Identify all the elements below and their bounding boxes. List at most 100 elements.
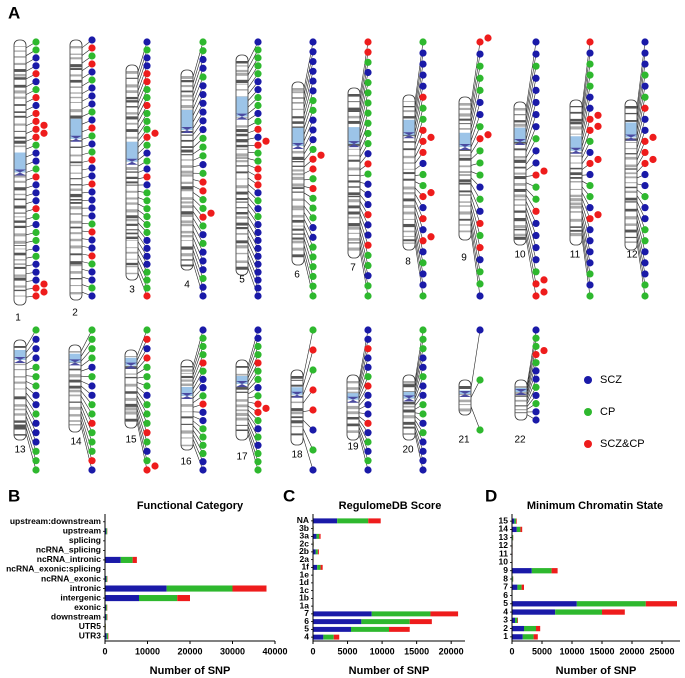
band: [70, 220, 82, 224]
snp-dot: [364, 326, 372, 334]
connector: [525, 200, 537, 224]
band: [570, 226, 582, 228]
category-label: ncRNA_intronic: [37, 554, 102, 564]
band: [236, 171, 248, 174]
snp-dot: [88, 335, 96, 343]
snp-dot: [641, 159, 649, 168]
snp-dot: [309, 57, 317, 66]
bar-segment: [313, 549, 316, 555]
band: [570, 206, 582, 209]
snp-dot: [199, 125, 207, 134]
band: [236, 429, 248, 432]
snp-dot: [532, 50, 540, 58]
snp-dot: [427, 189, 435, 197]
band: [181, 84, 193, 88]
band: [625, 190, 637, 194]
snp-dot: [364, 99, 372, 107]
snp-dot: [199, 134, 207, 142]
snp-dot: [32, 189, 40, 197]
band: [570, 181, 582, 183]
band: [625, 182, 637, 184]
heterochromatin: [348, 127, 360, 145]
band: [126, 236, 138, 240]
snp-dot: [254, 252, 262, 260]
snp-dot: [309, 214, 317, 222]
connector: [358, 434, 369, 471]
connector: [414, 75, 424, 121]
band: [181, 444, 193, 447]
snp-dot: [199, 117, 207, 125]
band: [570, 162, 582, 164]
band: [291, 408, 303, 411]
band: [181, 94, 193, 98]
connector: [525, 219, 537, 260]
band: [70, 226, 82, 229]
snp-dot: [32, 466, 40, 474]
band: [292, 150, 304, 154]
band: [236, 252, 248, 255]
snp-dot: [419, 181, 427, 190]
band: [14, 198, 26, 201]
snp-dot: [143, 382, 151, 390]
snp-dot: [254, 205, 262, 213]
snp-dot: [586, 237, 594, 245]
band: [514, 217, 526, 222]
band: [181, 159, 193, 161]
chromosome-label: 9: [461, 253, 467, 264]
band: [181, 80, 193, 83]
band: [70, 154, 82, 157]
band: [181, 375, 193, 379]
band: [348, 223, 360, 227]
band: [570, 211, 582, 213]
band: [14, 220, 26, 223]
snp-dot: [641, 115, 649, 123]
band: [347, 391, 359, 394]
band: [14, 136, 26, 139]
snp-dot: [309, 446, 317, 454]
connector: [525, 78, 537, 128]
x-tick-label: 20000: [439, 646, 464, 656]
band: [70, 164, 82, 167]
category-label: 1f: [301, 562, 309, 572]
band: [125, 383, 137, 387]
band: [125, 403, 137, 407]
band: [236, 211, 248, 215]
band: [348, 186, 360, 188]
chromosome: 15: [124, 326, 159, 474]
connector: [137, 73, 148, 98]
band: [181, 201, 193, 204]
band: [348, 195, 360, 198]
snp-dot: [199, 433, 207, 441]
band: [181, 383, 193, 387]
connector: [470, 189, 481, 212]
snp-dot: [586, 248, 594, 256]
chart-title: Functional Category: [137, 500, 244, 512]
snp-dot: [532, 123, 540, 131]
snp-dot: [309, 77, 317, 85]
band: [515, 399, 527, 402]
snp-dot: [88, 108, 96, 116]
heterochromatin: [514, 127, 526, 143]
bar-segment: [317, 549, 319, 555]
snp-dot: [262, 404, 270, 412]
band: [403, 204, 415, 209]
band: [459, 404, 471, 406]
snp-dot: [309, 253, 317, 261]
band: [403, 433, 415, 435]
connector: [192, 256, 204, 288]
band: [459, 211, 471, 215]
snp-dot: [88, 326, 96, 334]
band: [403, 155, 415, 159]
snp-dot: [32, 86, 40, 94]
snp-dot: [88, 252, 96, 260]
snp-dot: [88, 76, 96, 84]
snp-dot: [199, 161, 207, 169]
snp-dot: [32, 252, 40, 260]
snp-dot: [262, 137, 270, 145]
x-tick-label: 10000: [370, 646, 395, 656]
category-label: 6: [503, 590, 508, 600]
snp-dot: [32, 173, 40, 181]
snp-dot: [143, 391, 151, 399]
snp-dot: [254, 416, 262, 425]
